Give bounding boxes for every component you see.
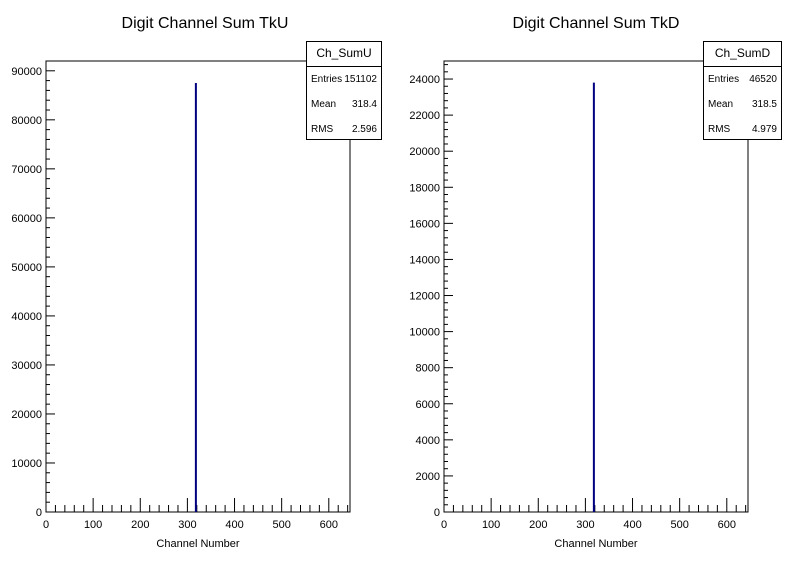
y-tick-label: 22000 xyxy=(409,110,440,122)
stats-value: 46520 xyxy=(749,74,777,85)
stats-value: 2.596 xyxy=(351,124,377,135)
y-tick-label: 60000 xyxy=(11,213,42,225)
x-tick-label: 400 xyxy=(225,519,243,531)
y-tick-label: 50000 xyxy=(11,262,42,274)
stats-label: Entries xyxy=(311,74,343,85)
x-tick-label: 400 xyxy=(623,519,641,531)
stats-row-entries: Entries 46520 xyxy=(704,67,781,92)
y-tick-label: 2000 xyxy=(416,471,440,483)
y-tick-label: 4000 xyxy=(416,435,440,447)
y-tick-label: 20000 xyxy=(11,409,42,421)
x-axis-label: Channel Number xyxy=(554,538,637,550)
stats-value: 318.5 xyxy=(751,99,777,110)
y-tick-label: 24000 xyxy=(409,74,440,86)
x-tick-label: 200 xyxy=(131,519,149,531)
x-tick-label: 300 xyxy=(576,519,594,531)
x-tick-label: 600 xyxy=(320,519,338,531)
y-tick-label: 12000 xyxy=(409,291,440,303)
x-tick-label: 500 xyxy=(272,519,290,531)
stats-row-rms: RMS 2.596 xyxy=(307,117,381,142)
y-tick-label: 40000 xyxy=(11,311,42,323)
stats-box: Ch_SumD Entries 46520 Mean 318.5 RMS 4.9… xyxy=(703,41,782,140)
stats-name: Ch_SumU xyxy=(307,42,381,67)
x-tick-label: 500 xyxy=(670,519,688,531)
y-tick-label: 90000 xyxy=(11,66,42,78)
x-tick-label: 600 xyxy=(718,519,736,531)
x-axis: 0 100 200 300 400 500 600 xyxy=(441,498,747,531)
y-tick-label: 30000 xyxy=(11,360,42,372)
plot-frame xyxy=(45,60,351,513)
stats-row-mean: Mean 318.5 xyxy=(704,92,781,117)
histogram-panel-tkd: Digit Channel Sum TkD 0 100 200 300 400 500 60… xyxy=(398,0,796,574)
y-axis: 0 10000 20000 30000 40000 50000 60000 70000 8000… xyxy=(11,60,55,519)
stats-label: Mean xyxy=(311,99,337,110)
y-tick-label: 0 xyxy=(434,507,440,519)
stats-box: Ch_SumU Entries 151102 Mean 318.4 RMS 2.… xyxy=(306,41,382,140)
y-tick-label: 10000 xyxy=(11,458,42,470)
y-tick-label: 8000 xyxy=(416,363,440,375)
histogram-canvas-tku: Digit Channel Sum TkU 0 100 200 300 400 500 60… xyxy=(11,15,351,550)
x-tick-label: 0 xyxy=(43,519,49,531)
stats-row-rms: RMS 4.979 xyxy=(704,117,781,142)
stats-name: Ch_SumD xyxy=(704,42,781,67)
stats-label: Mean xyxy=(708,99,734,110)
y-tick-label: 18000 xyxy=(409,182,440,194)
stats-label: Entries xyxy=(708,74,740,85)
stats-row-mean: Mean 318.4 xyxy=(307,92,381,117)
x-tick-label: 0 xyxy=(441,519,447,531)
chart-title: Digit Channel Sum TkU xyxy=(122,15,289,32)
y-tick-label: 0 xyxy=(36,507,42,519)
stats-label: RMS xyxy=(708,124,731,135)
x-tick-label: 100 xyxy=(482,519,500,531)
y-tick-label: 6000 xyxy=(416,399,440,411)
y-tick-label: 20000 xyxy=(409,146,440,158)
stats-value: 151102 xyxy=(344,74,377,85)
y-axis: 0 2000 4000 6000 8000 10000 12000 14000 16000 180… xyxy=(409,64,453,519)
x-axis: 0 100 200 300 400 500 600 xyxy=(43,498,349,531)
y-tick-label: 14000 xyxy=(409,254,440,266)
stats-value: 4.979 xyxy=(751,124,777,135)
histogram-canvas-tkd: Digit Channel Sum TkD 0 100 200 300 400 500 60… xyxy=(409,15,749,550)
plot-frame xyxy=(443,60,749,513)
histogram-panel-tku: Digit Channel Sum TkU 0 100 200 300 400 500 60… xyxy=(0,0,398,574)
x-tick-label: 300 xyxy=(178,519,196,531)
y-tick-label: 70000 xyxy=(11,164,42,176)
x-tick-label: 200 xyxy=(529,519,547,531)
chart-title: Digit Channel Sum TkD xyxy=(513,15,680,32)
y-tick-label: 10000 xyxy=(409,327,440,339)
x-axis-label: Channel Number xyxy=(156,538,239,550)
y-tick-label: 16000 xyxy=(409,218,440,230)
y-tick-label: 80000 xyxy=(11,115,42,127)
stats-label: RMS xyxy=(311,124,334,135)
x-tick-label: 100 xyxy=(84,519,102,531)
stats-row-entries: Entries 151102 xyxy=(307,67,381,92)
stats-value: 318.4 xyxy=(351,99,377,110)
